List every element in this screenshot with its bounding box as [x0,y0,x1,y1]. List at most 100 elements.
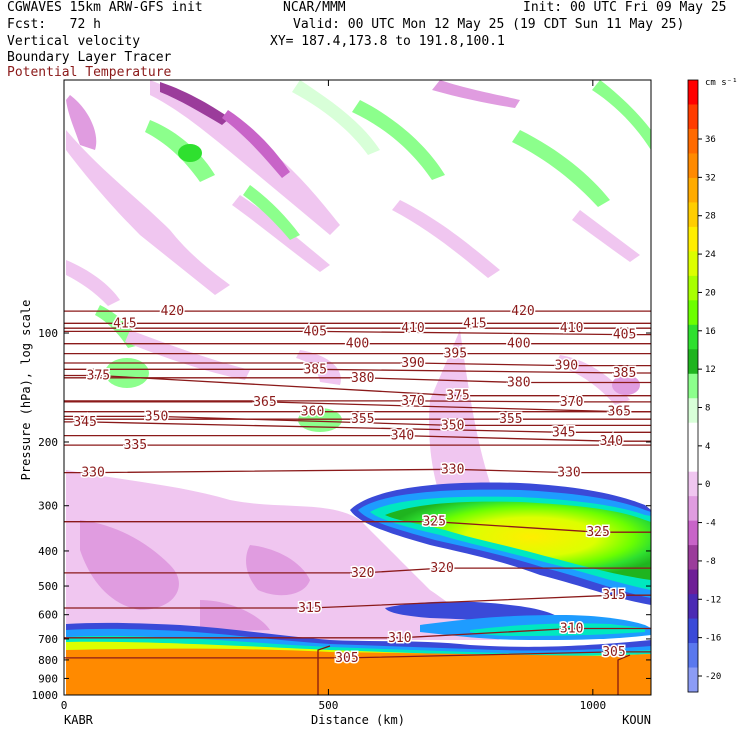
x-tick-label: 500 [318,699,338,712]
downdraft-patch [392,200,500,278]
left-endpoint-label: KABR [64,713,94,727]
theta-label: 395 [444,347,467,362]
colorbar-label: 36 [705,135,716,145]
theta-label: 390 [555,359,578,374]
colorbar-swatch [688,104,698,130]
theta-label: 385 [613,366,636,381]
y-tick-label: 1000 [32,689,59,702]
colorbar-label: -12 [705,595,721,605]
colorbar-swatch [688,349,698,375]
y-tick-label: 500 [38,580,58,593]
x-axis-label: Distance (km) [311,713,405,727]
theta-label: 305 [602,645,625,660]
colorbar-swatch [688,667,698,693]
theta-label: 400 [346,337,369,352]
theta-label: 340 [600,434,623,449]
colorbar-label: 32 [705,173,716,183]
colorbar-swatch [688,618,698,644]
theta-label: 420 [511,304,534,319]
colorbar-label: -20 [705,672,721,682]
theta-label: 330 [441,462,464,477]
colorbar-swatch [688,177,698,203]
updraft-patch [292,80,380,155]
forecast-hour: Fcst: 72 h [7,17,101,32]
theta-label: 325 [586,525,609,540]
theta-contour-line [64,415,651,427]
theta-label: 320 [351,566,374,581]
y-tick-label: 100 [38,327,58,340]
theta-label: 370 [401,394,424,409]
downdraft-patch [222,110,290,178]
updraft-patch [352,100,445,180]
updraft-patch [592,80,651,150]
shaded-fields [66,80,651,695]
theta-contour-line [64,627,651,639]
downdraft-patch [432,80,520,108]
colorbar-label: 28 [705,212,716,222]
boundary-layer-tracer [66,648,651,695]
y-tick-label: 400 [38,545,58,558]
downdraft-patch [150,80,340,235]
theta-contour-line [64,362,651,367]
colorbar-swatch [688,153,698,179]
theta-contour-line [64,434,651,442]
y-tick-label: 300 [38,500,58,513]
theta-label: 385 [303,362,326,377]
downdraft-patch [232,195,330,272]
theta-label: 400 [507,337,530,352]
theta-contour-line [64,377,651,384]
theta-label: 330 [557,466,580,481]
y-tick-label: 900 [38,672,58,685]
theta-label: 405 [303,324,326,339]
downdraft-patch [612,375,640,395]
downdraft-patch [66,130,230,295]
potential-temperature-labels: 420 420 415 415 410 410 405 405 400 400 395 390 390 3… [72,303,638,668]
plot-frame [63,79,652,696]
colorbar-swatch [688,447,698,473]
theta-contour-line [64,594,651,609]
theta-label: 330 [81,466,104,481]
org-label: NCAR/MMM [283,0,346,15]
colorbar-swatch [688,80,698,105]
theta-label: 405 [613,328,636,343]
theta-label: 415 [463,316,486,331]
theta-contour-line [64,567,651,574]
downdraft-patch [66,95,97,150]
x-tick-label: 1000 [580,699,607,712]
right-endpoint-label: KOUN [622,713,651,727]
colorbar-label: 0 [705,480,710,490]
colorbar-swatch [688,324,698,350]
colorbar-swatch [688,496,698,522]
theta-label: 315 [298,601,321,616]
colorbar-swatch [688,643,698,669]
theta-contour-line [64,421,651,433]
theta-label: 310 [560,621,583,636]
theta-label: 365 [608,405,631,420]
colorbar-swatch [688,202,698,228]
terrain-contour [317,645,631,695]
colorbar-units: cm s⁻¹ [705,78,738,88]
theta-contour-line [64,521,651,533]
theta-contour-line [64,368,651,374]
theta-label: 350 [145,409,168,424]
theta-label: 335 [124,438,147,453]
downdraft-patch [572,210,640,262]
init-time: Init: 00 UTC Fri 09 May 25 [523,0,727,15]
theta-label: 315 [602,588,625,603]
theta-contour-line [64,401,651,413]
valid-time: Valid: 00 UTC Mon 12 May 25 (19 CDT Sun … [293,17,685,32]
field-potential-temperature: Potential Temperature [7,65,172,80]
theta-label: 365 [253,395,276,410]
downdraft-region [80,520,179,610]
colorbar-swatch [688,422,698,448]
colorbar-label: 16 [705,327,716,337]
model-title: CGWAVES 15km ARW-GFS init [7,0,203,15]
colorbar-frame [687,79,699,693]
colorbar-swatch [688,275,698,301]
colorbar-label: -8 [705,557,716,567]
updraft-core [178,144,202,162]
colorbar-swatch [688,569,698,595]
colorbar-swatch [688,471,698,497]
x-tick-label: 0 [61,699,68,712]
